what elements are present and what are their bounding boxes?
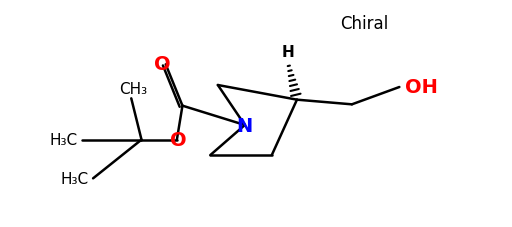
- Text: Chiral: Chiral: [340, 15, 388, 33]
- Text: H: H: [281, 45, 294, 60]
- Text: N: N: [237, 116, 253, 135]
- Text: OH: OH: [406, 77, 438, 96]
- Text: O: O: [155, 54, 171, 74]
- Text: CH₃: CH₃: [119, 82, 147, 97]
- Text: H₃C: H₃C: [50, 133, 78, 148]
- Text: O: O: [169, 131, 186, 150]
- Text: H₃C: H₃C: [61, 171, 89, 186]
